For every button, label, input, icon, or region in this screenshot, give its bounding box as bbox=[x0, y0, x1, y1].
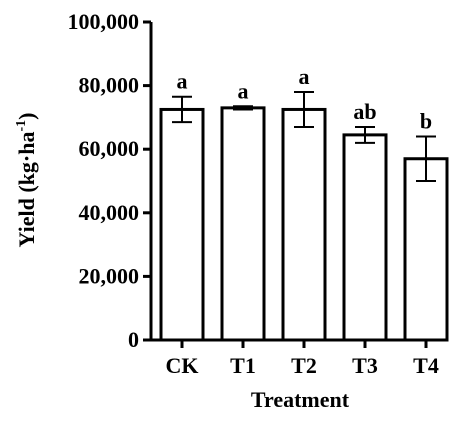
y-tick-label: 40,000 bbox=[79, 200, 140, 225]
x-axis-title: Treatment bbox=[251, 387, 350, 412]
significance-label: a bbox=[299, 64, 310, 89]
y-axis-title: Yield (kg·ha-1) bbox=[14, 113, 39, 248]
x-tick-label: CK bbox=[166, 353, 199, 378]
y-axis-title-sup: -1 bbox=[14, 120, 29, 132]
bar bbox=[281, 107, 327, 342]
y-axis-title-close: ) bbox=[14, 113, 39, 120]
y-axis-title-main: Yield (kg·ha bbox=[14, 132, 39, 248]
y-tick-label: 60,000 bbox=[79, 136, 140, 161]
y-tick-label: 80,000 bbox=[79, 73, 140, 98]
x-tick-label: T1 bbox=[230, 353, 256, 378]
bar bbox=[159, 107, 205, 342]
significance-label: b bbox=[420, 108, 432, 133]
bar bbox=[220, 106, 266, 342]
labels: 0 20,000 40,000 60,000 80,000 100,000 CK a T1 a T2… bbox=[68, 9, 439, 378]
y-tick-label: 100,000 bbox=[68, 9, 140, 34]
significance-label: a bbox=[238, 78, 249, 103]
error-bars bbox=[172, 90, 436, 182]
significance-label: ab bbox=[353, 99, 376, 124]
y-tick-label: 0 bbox=[128, 327, 139, 352]
x-tick-label: T4 bbox=[413, 353, 439, 378]
bar bbox=[403, 157, 449, 342]
y-tick-label: 20,000 bbox=[79, 263, 140, 288]
significance-label: a bbox=[177, 69, 188, 94]
x-tick-label: T2 bbox=[291, 353, 317, 378]
bar bbox=[342, 133, 388, 342]
bars bbox=[159, 106, 449, 342]
x-tick-label: T3 bbox=[352, 353, 378, 378]
